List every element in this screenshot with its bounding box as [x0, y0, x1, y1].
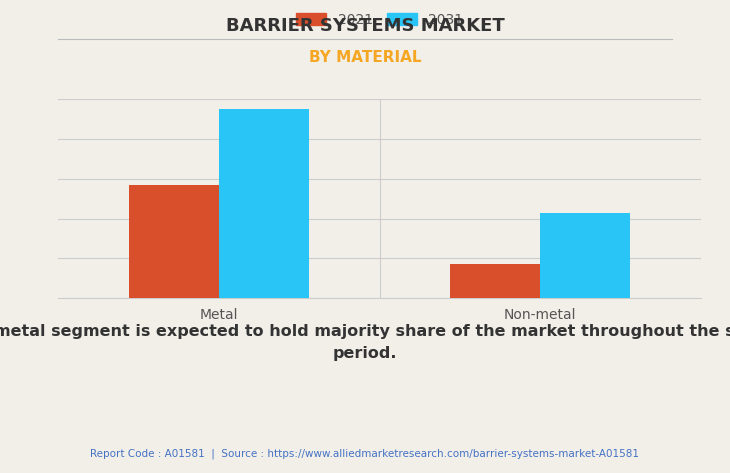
Bar	[450, 264, 540, 298]
Bar	[129, 185, 219, 298]
Legend: 2021, 2031: 2021, 2031	[296, 13, 464, 27]
Text: BARRIER SYSTEMS MARKET: BARRIER SYSTEMS MARKET	[226, 17, 504, 35]
Text: The metal segment is expected to hold majority share of the market throughout th: The metal segment is expected to hold ma…	[0, 324, 730, 361]
Bar	[540, 212, 630, 298]
Text: BY MATERIAL: BY MATERIAL	[309, 50, 421, 65]
Bar	[219, 109, 309, 298]
Text: Report Code : A01581  |  Source : https://www.alliedmarketresearch.com/barrier-s: Report Code : A01581 | Source : https://…	[91, 448, 639, 459]
